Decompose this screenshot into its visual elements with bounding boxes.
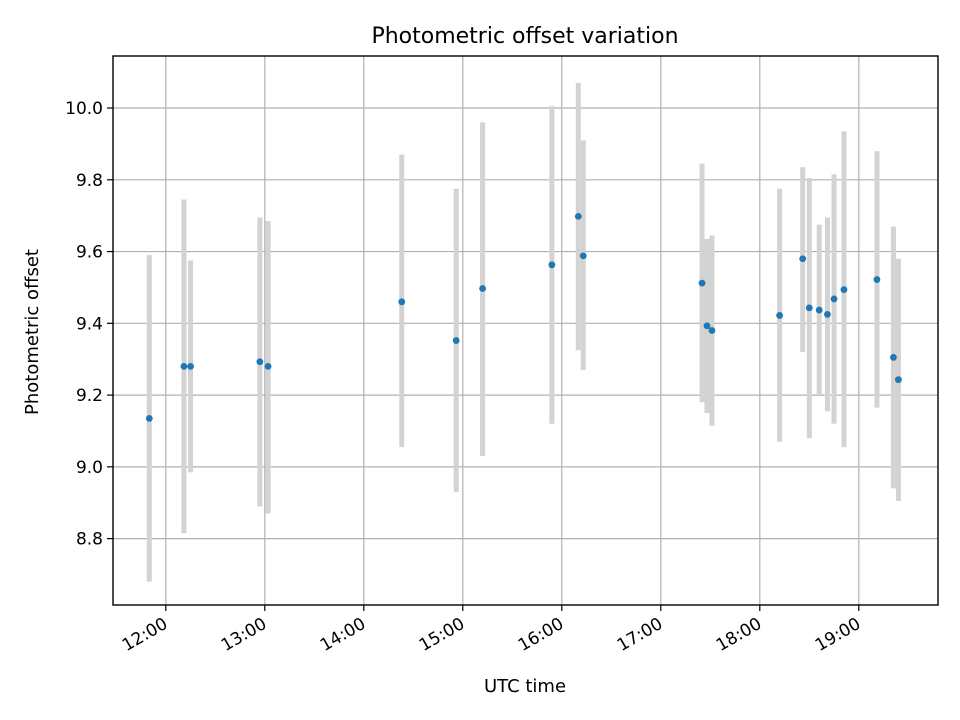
data-point	[548, 261, 556, 269]
data-point	[264, 362, 272, 370]
y-tick-label: 9.8	[76, 171, 103, 191]
y-tick-label: 9.2	[76, 386, 103, 406]
data-point	[840, 286, 848, 293]
data-point	[187, 362, 194, 370]
data-point	[776, 312, 783, 319]
y-tick-label: 8.8	[76, 530, 103, 550]
data-point	[180, 362, 188, 370]
data-point	[890, 354, 897, 361]
data-point	[698, 279, 706, 287]
y-tick-label: 9.6	[76, 243, 103, 263]
data-point	[873, 276, 881, 283]
x-axis-label: UTC time	[484, 676, 566, 697]
data-point	[799, 255, 807, 263]
data-point	[574, 212, 582, 220]
data-point	[815, 306, 823, 314]
data-point	[145, 415, 153, 422]
data-point	[398, 298, 406, 306]
plot-frame	[112, 55, 939, 606]
data-point	[824, 310, 831, 318]
data-point	[830, 295, 838, 303]
data-point	[579, 252, 587, 260]
data-point	[895, 376, 902, 384]
data-point	[708, 327, 716, 334]
data-point	[452, 337, 460, 344]
y-tick-label: 10.0	[65, 99, 103, 119]
data-point	[805, 304, 813, 312]
chart-title: Photometric offset variation	[371, 24, 678, 49]
data-point	[256, 358, 264, 366]
y-tick-label: 9.4	[76, 314, 103, 334]
data-point	[703, 322, 711, 330]
data-point	[479, 285, 486, 292]
y-tick-label: 9.0	[76, 458, 103, 478]
data-points	[145, 212, 902, 422]
y-axis-label: Photometric offset	[22, 249, 43, 415]
grid	[113, 56, 938, 605]
